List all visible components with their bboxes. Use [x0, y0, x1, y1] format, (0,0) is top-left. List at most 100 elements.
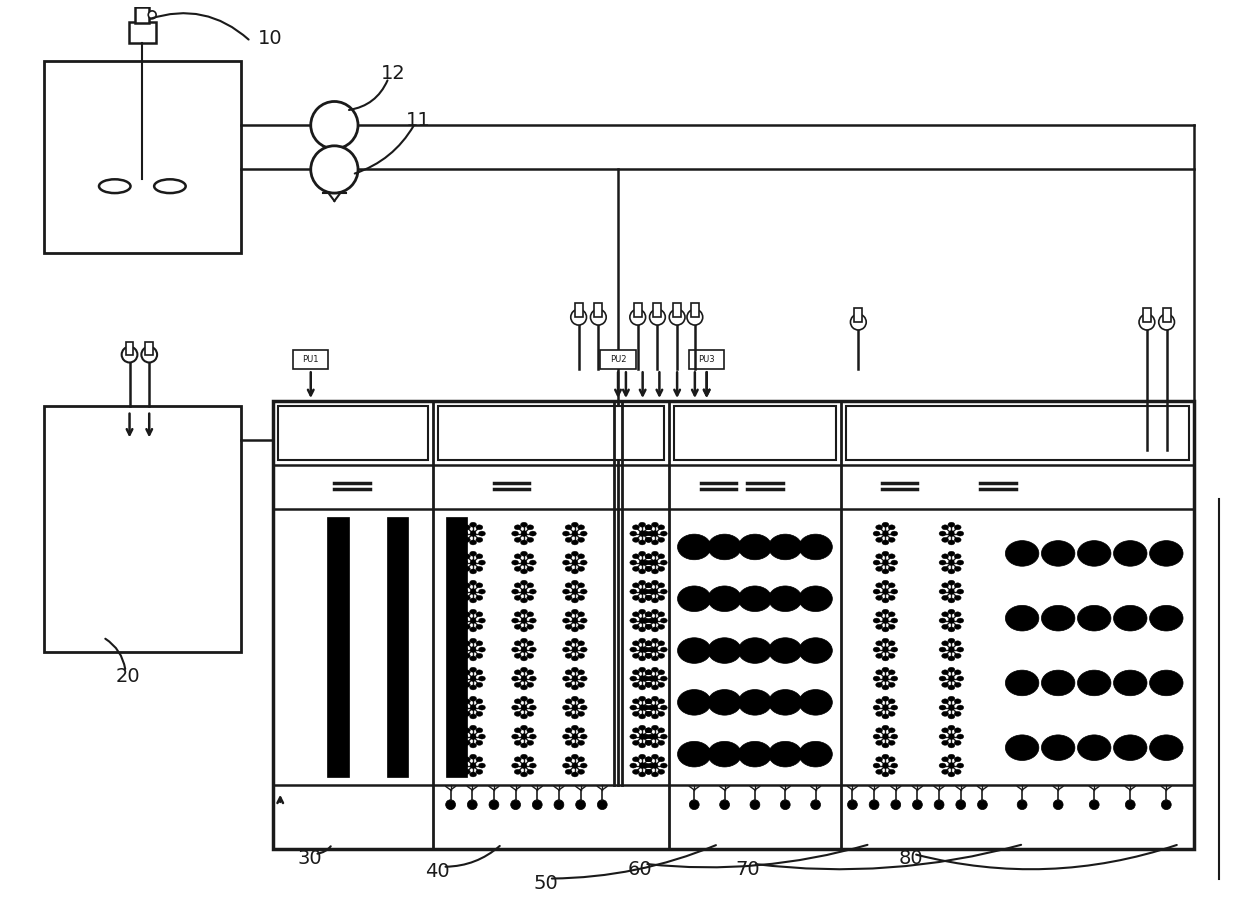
Ellipse shape: [647, 589, 655, 594]
Ellipse shape: [941, 769, 949, 774]
Ellipse shape: [464, 728, 470, 733]
Ellipse shape: [645, 728, 652, 733]
Ellipse shape: [639, 522, 646, 527]
Ellipse shape: [479, 618, 485, 623]
Ellipse shape: [651, 522, 658, 527]
Ellipse shape: [645, 611, 652, 617]
Ellipse shape: [677, 638, 711, 664]
Ellipse shape: [657, 641, 665, 645]
Ellipse shape: [479, 532, 485, 536]
Ellipse shape: [642, 734, 650, 739]
Ellipse shape: [651, 569, 658, 574]
Ellipse shape: [515, 670, 521, 675]
Circle shape: [719, 800, 729, 810]
Ellipse shape: [515, 741, 521, 745]
Ellipse shape: [955, 682, 961, 688]
Ellipse shape: [651, 598, 658, 603]
Ellipse shape: [769, 689, 802, 715]
Ellipse shape: [657, 537, 665, 543]
Circle shape: [883, 588, 888, 595]
Ellipse shape: [464, 699, 470, 704]
Ellipse shape: [476, 682, 482, 688]
Ellipse shape: [645, 554, 652, 559]
Ellipse shape: [939, 618, 946, 623]
Ellipse shape: [941, 624, 949, 630]
Ellipse shape: [657, 583, 665, 588]
Ellipse shape: [888, 525, 895, 530]
Ellipse shape: [661, 589, 667, 594]
Ellipse shape: [657, 596, 665, 600]
Ellipse shape: [578, 611, 584, 617]
Bar: [125, 341, 134, 354]
Ellipse shape: [476, 756, 482, 762]
Ellipse shape: [661, 734, 667, 739]
Ellipse shape: [941, 583, 949, 588]
Circle shape: [780, 800, 790, 810]
Ellipse shape: [955, 583, 961, 588]
Ellipse shape: [875, 670, 883, 675]
Circle shape: [470, 618, 476, 623]
Ellipse shape: [580, 618, 588, 623]
Ellipse shape: [512, 560, 518, 565]
Ellipse shape: [882, 540, 889, 545]
Circle shape: [639, 531, 645, 536]
Ellipse shape: [632, 741, 640, 745]
Ellipse shape: [882, 743, 889, 748]
Ellipse shape: [578, 670, 584, 675]
Ellipse shape: [630, 647, 637, 652]
Circle shape: [639, 588, 645, 595]
Ellipse shape: [512, 705, 518, 710]
Circle shape: [977, 800, 987, 810]
Ellipse shape: [651, 551, 658, 556]
Ellipse shape: [882, 580, 889, 585]
Text: PU2: PU2: [610, 355, 626, 364]
Ellipse shape: [521, 638, 527, 644]
Ellipse shape: [1114, 605, 1147, 631]
Circle shape: [141, 347, 157, 363]
Ellipse shape: [647, 705, 655, 710]
Circle shape: [470, 588, 476, 595]
Ellipse shape: [769, 638, 802, 664]
Bar: [1163, 308, 1171, 322]
Ellipse shape: [738, 742, 771, 767]
Circle shape: [639, 618, 645, 623]
Circle shape: [1162, 800, 1172, 810]
Ellipse shape: [476, 624, 482, 630]
Ellipse shape: [645, 554, 652, 559]
Text: 12: 12: [381, 64, 405, 84]
Ellipse shape: [941, 537, 949, 543]
Ellipse shape: [873, 589, 880, 594]
Ellipse shape: [645, 699, 652, 704]
Ellipse shape: [565, 596, 572, 600]
Bar: [43, 62, 241, 253]
Ellipse shape: [565, 611, 572, 617]
Ellipse shape: [645, 682, 652, 688]
Ellipse shape: [677, 689, 711, 715]
Ellipse shape: [645, 741, 652, 745]
Circle shape: [652, 733, 658, 740]
Ellipse shape: [565, 554, 572, 559]
Ellipse shape: [939, 734, 946, 739]
Circle shape: [883, 705, 888, 711]
Ellipse shape: [645, 741, 652, 745]
Ellipse shape: [578, 566, 584, 571]
Ellipse shape: [527, 682, 533, 688]
Ellipse shape: [947, 610, 955, 614]
Ellipse shape: [521, 656, 527, 661]
Ellipse shape: [527, 728, 533, 733]
Ellipse shape: [464, 554, 470, 559]
Ellipse shape: [639, 696, 646, 701]
Ellipse shape: [639, 685, 646, 690]
Ellipse shape: [875, 711, 883, 716]
Ellipse shape: [873, 532, 880, 536]
Ellipse shape: [529, 589, 536, 594]
Ellipse shape: [639, 551, 646, 556]
Ellipse shape: [651, 638, 658, 644]
Ellipse shape: [580, 560, 588, 565]
Ellipse shape: [642, 705, 650, 710]
Ellipse shape: [888, 537, 895, 543]
Circle shape: [883, 531, 888, 536]
Ellipse shape: [632, 756, 640, 762]
Bar: [634, 303, 641, 318]
Circle shape: [949, 705, 955, 711]
